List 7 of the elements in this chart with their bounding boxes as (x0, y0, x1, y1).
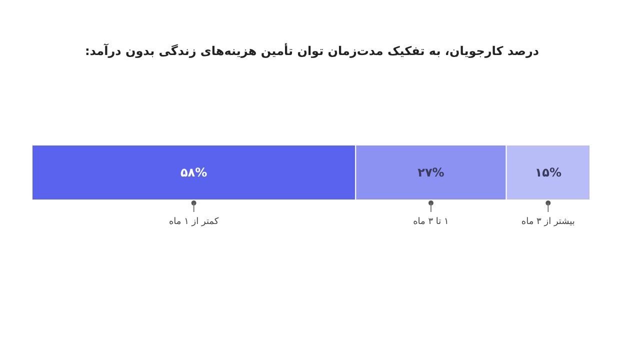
chart-title: درصد کارجویان، به تفکیک مدت‌زمان توان تأمین هزینه‌های زندگی بدون درآمد: (84, 44, 540, 58)
series-label: کمتر از ۱ ماه (168, 217, 220, 227)
series-label: ۱ تا ۳ ماه (413, 217, 449, 227)
data-label: ۱۵% (534, 166, 562, 180)
data-label: ۵۸% (180, 166, 208, 180)
series-label: بیشتر از ۳ ماه (521, 217, 575, 227)
data-label: ۲۷% (418, 166, 444, 180)
